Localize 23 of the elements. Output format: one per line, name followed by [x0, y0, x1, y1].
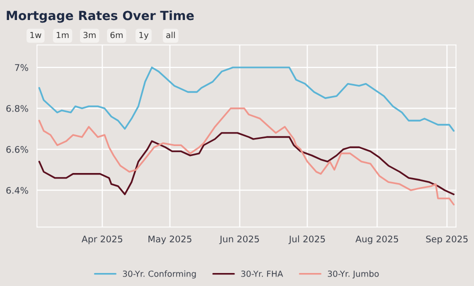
line-series [38, 66, 455, 132]
text: 1w [30, 32, 42, 38]
x-tick-label: Apr 2025 [82, 236, 122, 244]
y-tick-label: 7% [15, 64, 28, 71]
line-series [38, 132, 455, 196]
text: all [166, 32, 175, 38]
x-tick-label: Jun 2025 [219, 236, 259, 244]
legend-label: 30-Yr. Conforming [122, 270, 196, 278]
x-tick-label: Aug 2025 [355, 236, 398, 244]
text: 1m [56, 32, 69, 38]
y-tick-label: 6.8% [6, 105, 28, 112]
x-tick-label: Jul 2025 [288, 235, 325, 244]
legend-label: 30-Yr. FHA [241, 270, 284, 277]
text: 3m [84, 32, 96, 38]
text: 1y [139, 32, 148, 40]
x-tick-label: Sep 2025 [426, 236, 468, 244]
x-tick-label: May 2025 [148, 236, 192, 244]
y-tick-label: 6.4% [6, 186, 28, 194]
text: 6m [110, 32, 123, 38]
line-series [38, 108, 455, 206]
y-tick-label: 6.6% [6, 146, 28, 153]
legend-label: 30-Yr. Jumbo [328, 270, 379, 278]
chart-title: Mortgage Rates Over Time [6, 10, 194, 23]
